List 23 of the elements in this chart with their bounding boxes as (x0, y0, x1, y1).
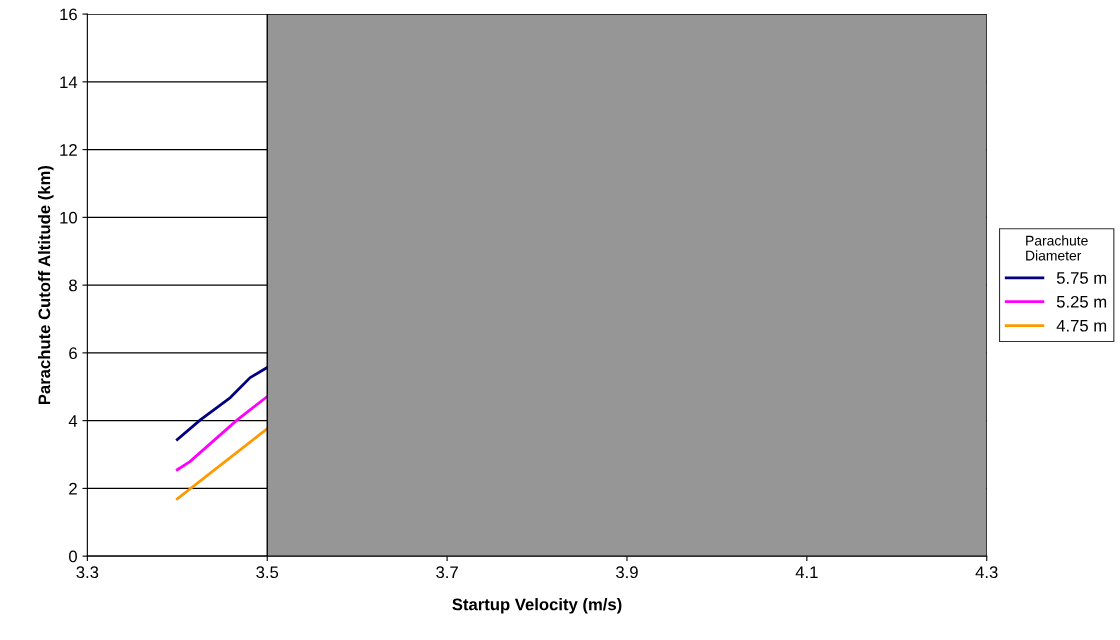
y-tick-label: 14 (60, 76, 78, 88)
y-tick-label: 2 (69, 482, 77, 495)
legend-label: 4.75 m (1056, 319, 1107, 332)
x-axis-title: Startup Velocity (m/s) (452, 598, 622, 614)
legend-title: Parachute Diameter (1026, 235, 1088, 261)
legend-label: 5.75 m (1056, 272, 1107, 284)
x-tick-label: 3.7 (436, 566, 458, 579)
y-tick-label: 6 (69, 347, 77, 360)
line-series (175, 395, 269, 472)
y-tick-label: 16 (60, 8, 77, 21)
y-tick-label: 4 (68, 415, 78, 427)
legend-label: 5.25 m (1056, 295, 1107, 308)
y-tick-label: 12 (60, 144, 77, 156)
y-tick-label: 0 (69, 550, 77, 563)
y-tick-label: 8 (69, 279, 77, 292)
y-axis-title: Parachute Cutoff Altitude (km) (38, 165, 54, 405)
x-tick-label: 4.3 (975, 566, 998, 579)
x-tick-label: 3.5 (256, 566, 279, 579)
line-series (175, 366, 269, 441)
y-tick-label: 10 (60, 211, 77, 224)
x-tick-label: 4.1 (795, 566, 818, 578)
x-tick-label: 3.9 (616, 566, 638, 579)
x-tick-label: 3.3 (76, 566, 99, 579)
